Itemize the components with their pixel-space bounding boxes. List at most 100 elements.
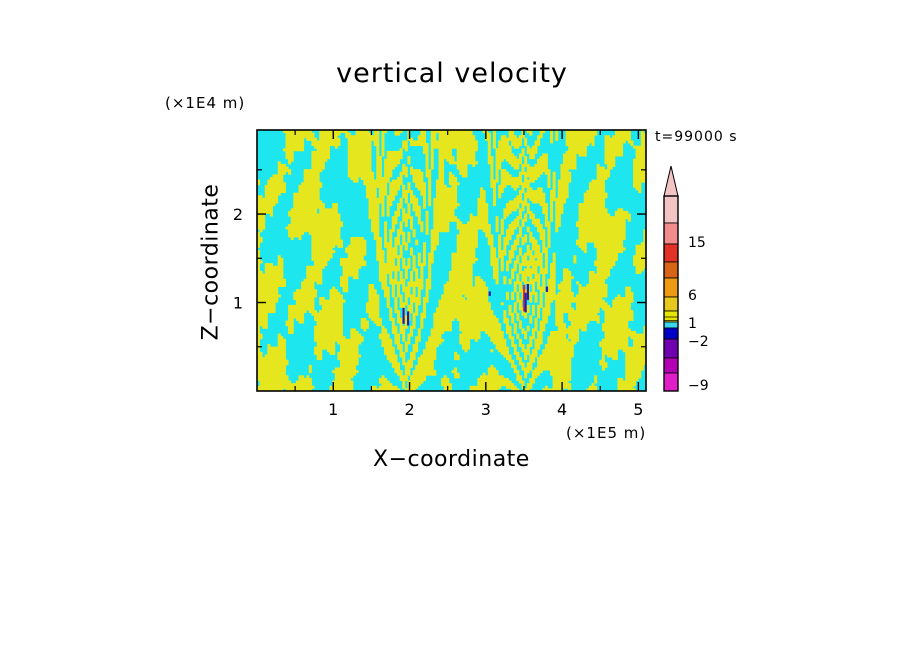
field-band [526, 210, 533, 214]
field-band [542, 250, 548, 254]
field-band [394, 338, 401, 342]
field-band [347, 171, 375, 175]
x-axis-label: X−coordinate [373, 447, 530, 472]
field-band [404, 370, 411, 374]
field-band [433, 205, 458, 209]
field-band [425, 344, 439, 348]
field-band [521, 291, 538, 295]
field-band [407, 385, 419, 389]
field-band [487, 242, 494, 246]
field-band [633, 182, 642, 186]
field-band [332, 286, 336, 290]
field-band [518, 135, 525, 139]
field-band [373, 130, 380, 134]
field-band [448, 174, 455, 178]
field-band [604, 333, 646, 337]
field-band [635, 156, 646, 160]
field-band [513, 351, 520, 355]
field-band [339, 344, 359, 348]
field-band [480, 375, 504, 379]
field-band [425, 158, 429, 162]
field-band [544, 291, 556, 295]
field-band [526, 304, 530, 308]
field-band [529, 315, 533, 319]
field-band [290, 218, 341, 222]
field-band [505, 291, 509, 295]
field-band [410, 247, 413, 251]
field-band [438, 163, 445, 167]
field-band [301, 182, 323, 186]
field-band [288, 325, 294, 329]
field-band [550, 218, 554, 222]
field-band [410, 357, 416, 361]
field-band [257, 289, 279, 293]
field-band [459, 325, 502, 329]
field-band [459, 320, 499, 324]
field-band [425, 291, 429, 295]
field-band [537, 307, 541, 311]
field-band [433, 315, 496, 319]
field-band [339, 346, 359, 350]
field-band [617, 385, 634, 389]
field-band [588, 276, 608, 280]
field-band [552, 257, 556, 261]
field-band [378, 260, 385, 264]
field-band [389, 312, 393, 316]
colorbar-segment [663, 277, 679, 298]
field-band [495, 176, 499, 180]
field-band [391, 364, 401, 368]
field-band [456, 221, 463, 225]
field-band [578, 286, 608, 290]
field-band [378, 268, 401, 272]
field-band [500, 263, 504, 267]
field-band [365, 307, 380, 311]
field-band [368, 203, 380, 207]
field-band [425, 229, 429, 233]
field-band [391, 289, 395, 293]
field-band [438, 176, 445, 180]
field-band [537, 281, 541, 285]
colorbar-segment [663, 222, 679, 245]
field-band [342, 273, 359, 277]
field-band [410, 195, 416, 199]
field-band [407, 208, 411, 212]
field-band [474, 278, 484, 282]
field-band [422, 349, 437, 353]
field-band [511, 247, 517, 251]
field-band [347, 145, 372, 149]
field-band [314, 315, 343, 319]
field-band [601, 323, 629, 327]
field-band [371, 385, 377, 389]
field-band [311, 239, 343, 243]
field-band [625, 357, 646, 361]
field-band [459, 338, 471, 342]
field-band [586, 283, 608, 287]
field-band [433, 312, 494, 316]
field-band [594, 375, 598, 379]
field-band [384, 242, 393, 246]
chart-title: vertical velocity [336, 58, 568, 89]
field-band [404, 367, 411, 371]
field-band [397, 203, 403, 207]
field-band [412, 263, 416, 267]
colorbar-segment [663, 338, 679, 359]
field-band [257, 216, 266, 220]
field-band [516, 312, 520, 316]
field-band [526, 190, 543, 194]
field-band [404, 148, 408, 152]
field-band [526, 364, 533, 368]
field-band [529, 234, 533, 238]
field-band [319, 132, 341, 136]
field-band [544, 263, 548, 267]
field-band [433, 320, 452, 324]
field-band [448, 270, 473, 274]
field-band [521, 257, 528, 261]
field-band [588, 281, 605, 285]
field-band [389, 231, 393, 235]
field-band [586, 388, 598, 391]
field-band [521, 385, 525, 389]
field-band [257, 364, 286, 368]
field-band [534, 323, 538, 327]
field-band [560, 163, 577, 167]
field-band [402, 338, 406, 342]
